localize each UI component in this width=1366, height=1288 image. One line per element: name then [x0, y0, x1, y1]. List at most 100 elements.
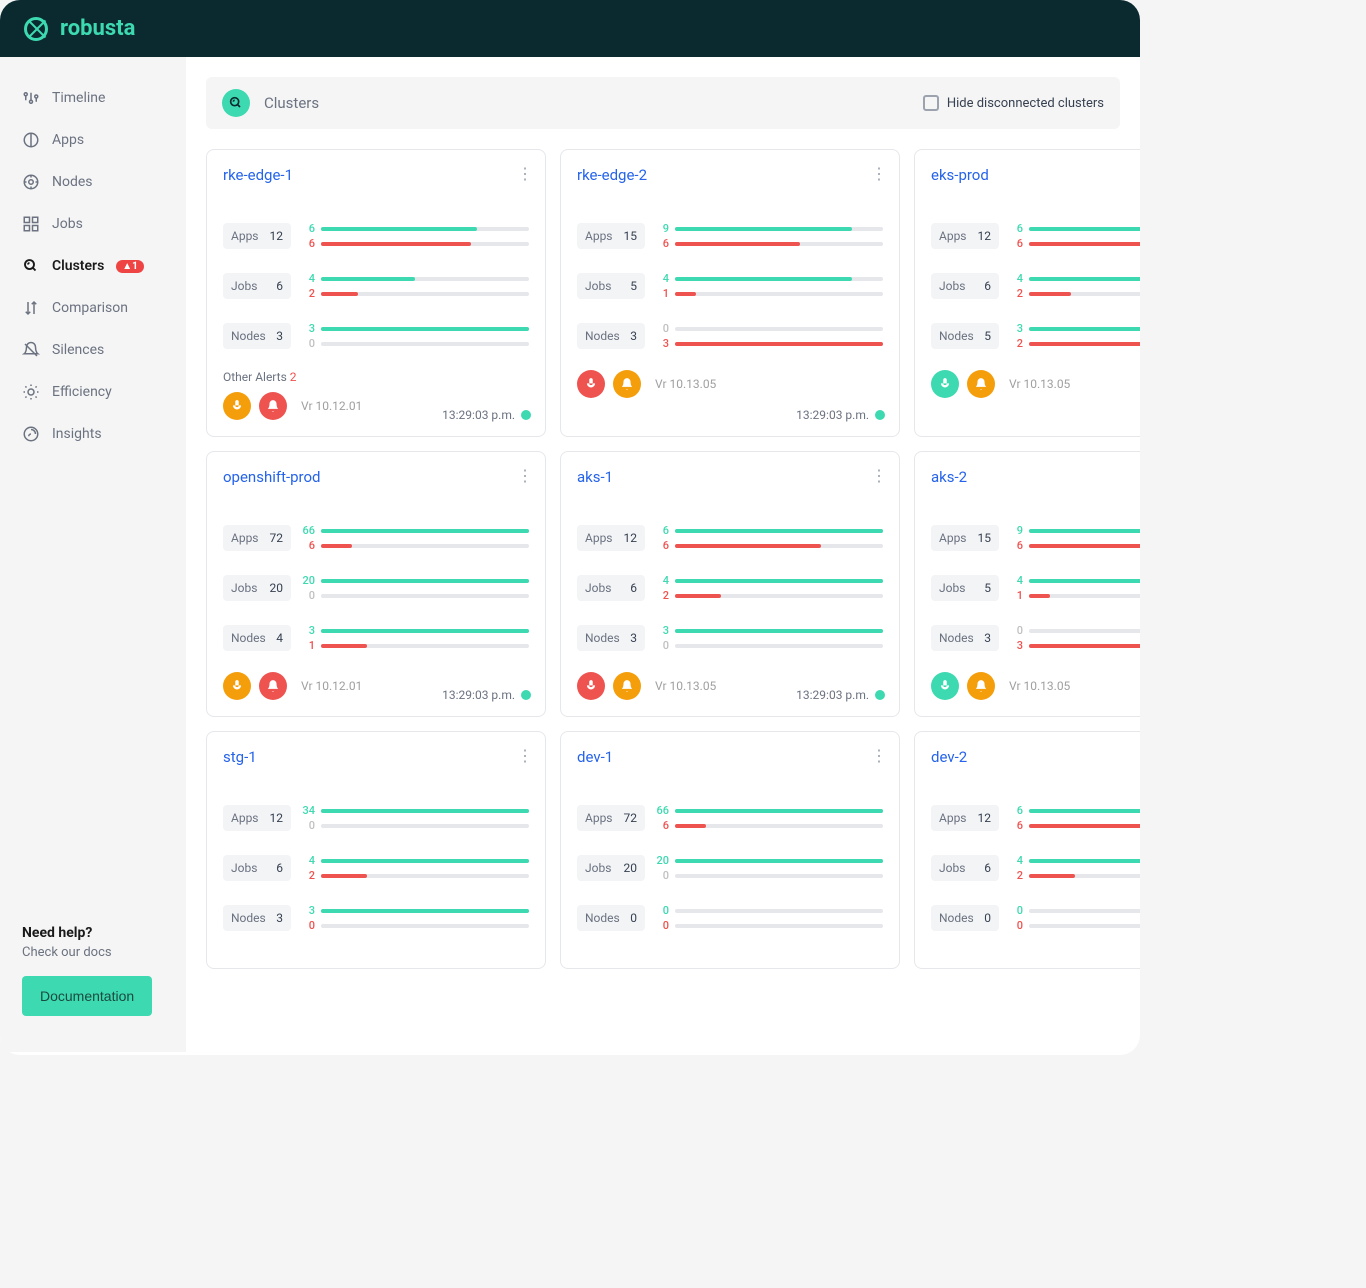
nav-item-timeline[interactable]: Timeline — [0, 77, 186, 119]
metric-label: Nodes3 — [577, 625, 645, 651]
cluster-card[interactable]: ⋮ aks-1 Apps12 6 6 Jobs6 4 2 Nodes3 3 0 … — [560, 451, 900, 717]
metric-red-value: 6 — [1009, 819, 1023, 832]
sidebar-footer: Need help? Check our docs Documentation — [0, 925, 186, 1032]
card-menu-icon[interactable]: ⋮ — [517, 746, 533, 765]
cluster-card[interactable]: ⋮ stg-1 Apps12 34 0 Jobs6 4 2 Nodes3 3 0 — [206, 731, 546, 969]
efficiency-icon — [22, 383, 40, 401]
silences-icon — [22, 341, 40, 359]
cluster-name[interactable]: rke-edge-2 — [577, 166, 883, 184]
metric-red-value: 0 — [301, 589, 315, 602]
nav-item-apps[interactable]: Apps — [0, 119, 186, 161]
nav-item-nodes[interactable]: Nodes — [0, 161, 186, 203]
metric-green-value: 6 — [1009, 222, 1023, 235]
bell-icon[interactable] — [259, 392, 287, 420]
bell-icon[interactable] — [613, 672, 641, 700]
documentation-button[interactable]: Documentation — [22, 976, 152, 1016]
mic-icon[interactable] — [223, 672, 251, 700]
nav-item-jobs[interactable]: Jobs — [0, 203, 186, 245]
nav-item-comparison[interactable]: Comparison — [0, 287, 186, 329]
timestamp: 13:29:03 p.m. — [442, 408, 531, 422]
status-dot-icon — [521, 690, 531, 700]
metric-green-value: 34 — [301, 804, 315, 817]
card-footer: Vr 10.13.05 — [577, 370, 883, 398]
nav-item-insights[interactable]: Insights — [0, 413, 186, 455]
cluster-name[interactable]: openshift-prod — [223, 468, 529, 486]
status-dot-icon — [875, 690, 885, 700]
nav-item-efficiency[interactable]: Efficiency — [0, 371, 186, 413]
mic-icon[interactable] — [931, 672, 959, 700]
bell-icon[interactable] — [967, 672, 995, 700]
nav-item-silences[interactable]: Silences — [0, 329, 186, 371]
bell-icon[interactable] — [259, 672, 287, 700]
metric-label: Jobs20 — [577, 855, 645, 881]
cluster-name[interactable]: stg-1 — [223, 748, 529, 766]
mic-icon[interactable] — [577, 672, 605, 700]
cluster-card[interactable]: ⋮ rke-edge-2 Apps15 9 6 Jobs5 4 1 Nodes3… — [560, 149, 900, 437]
hide-disconnected-checkbox[interactable]: Hide disconnected clusters — [923, 95, 1104, 111]
metric-green-value: 4 — [1009, 272, 1023, 285]
cluster-card[interactable]: ⋮ aks-2 Apps15 9 6 Jobs5 4 1 Nodes3 0 3 … — [914, 451, 1140, 717]
metric-label: Nodes3 — [223, 323, 291, 349]
metric-red-value: 2 — [301, 869, 315, 882]
metric-green-value: 20 — [301, 574, 315, 587]
metric-green-value: 4 — [301, 854, 315, 867]
metric-row-apps: Apps15 9 6 — [931, 522, 1140, 554]
cluster-name[interactable]: eks-prod — [931, 166, 1140, 184]
cluster-card[interactable]: ⋮ dev-2 Apps12 6 6 Jobs6 4 2 Nodes0 0 0 — [914, 731, 1140, 969]
nav-item-clusters[interactable]: Clusters▲1 — [0, 245, 186, 287]
card-menu-icon[interactable]: ⋮ — [517, 466, 533, 485]
metric-green-value: 6 — [301, 222, 315, 235]
metric-row-apps: Apps72 66 6 — [223, 522, 529, 554]
sidebar: TimelineAppsNodes Jobs Clusters▲1Compariso… — [0, 57, 186, 1052]
mic-icon[interactable] — [223, 392, 251, 420]
logo-text: robusta — [60, 16, 135, 41]
metric-red-value: 6 — [655, 539, 669, 552]
metric-red-value: 2 — [1009, 337, 1023, 350]
metric-row-apps: Apps12 6 6 — [223, 220, 529, 252]
card-menu-icon[interactable]: ⋮ — [871, 746, 887, 765]
metric-row-nodes: Nodes3 0 3 — [577, 320, 883, 352]
cluster-name[interactable]: dev-1 — [577, 748, 883, 766]
metric-label: Apps12 — [931, 805, 999, 831]
metric-label: Nodes3 — [931, 625, 999, 651]
cluster-card[interactable]: ⋮ rke-edge-1 Apps12 6 6 Jobs6 4 2 Nodes3… — [206, 149, 546, 437]
metric-red-value: 0 — [655, 869, 669, 882]
topbar: robusta — [0, 0, 1140, 57]
cluster-card[interactable]: ⋮ eks-prod Apps12 6 6 Jobs6 4 2 Nodes5 3… — [914, 149, 1140, 437]
card-menu-icon[interactable]: ⋮ — [871, 466, 887, 485]
metric-row-jobs: Jobs6 4 2 — [577, 572, 883, 604]
metric-green-value: 6 — [1009, 804, 1023, 817]
metric-label: Apps72 — [223, 525, 291, 551]
mic-icon[interactable] — [931, 370, 959, 398]
metric-row-apps: Apps72 66 6 — [577, 802, 883, 834]
bell-icon[interactable] — [967, 370, 995, 398]
help-title: Need help? — [22, 925, 164, 941]
metric-green-value: 0 — [1009, 904, 1023, 917]
metric-row-apps: Apps12 6 6 — [577, 522, 883, 554]
metric-label: Nodes5 — [931, 323, 999, 349]
insights-icon — [22, 425, 40, 443]
cluster-name[interactable]: dev-2 — [931, 748, 1140, 766]
nav-label: Jobs — [52, 216, 83, 232]
metric-row-apps: Apps15 9 6 — [577, 220, 883, 252]
card-menu-icon[interactable]: ⋮ — [517, 164, 533, 183]
metric-row-nodes: Nodes3 3 0 — [577, 622, 883, 654]
version-text: Vr 10.12.01 — [301, 399, 362, 413]
metric-label: Jobs6 — [223, 855, 291, 881]
version-text: Vr 10.13.05 — [655, 377, 716, 391]
metric-green-value: 0 — [1009, 624, 1023, 637]
mic-icon[interactable] — [577, 370, 605, 398]
cluster-name[interactable]: aks-2 — [931, 468, 1140, 486]
apps-icon — [22, 131, 40, 149]
metric-label: Jobs6 — [577, 575, 645, 601]
metric-red-value: 0 — [655, 639, 669, 652]
metric-red-value: 0 — [655, 919, 669, 932]
cluster-card[interactable]: ⋮ dev-1 Apps72 66 6 Jobs20 20 0 Nodes0 0… — [560, 731, 900, 969]
hide-disconnected-label: Hide disconnected clusters — [947, 96, 1104, 111]
metric-red-value: 0 — [301, 819, 315, 832]
cluster-name[interactable]: rke-edge-1 — [223, 166, 529, 184]
cluster-name[interactable]: aks-1 — [577, 468, 883, 486]
card-menu-icon[interactable]: ⋮ — [871, 164, 887, 183]
bell-icon[interactable] — [613, 370, 641, 398]
cluster-card[interactable]: ⋮ openshift-prod Apps72 66 6 Jobs20 20 0… — [206, 451, 546, 717]
